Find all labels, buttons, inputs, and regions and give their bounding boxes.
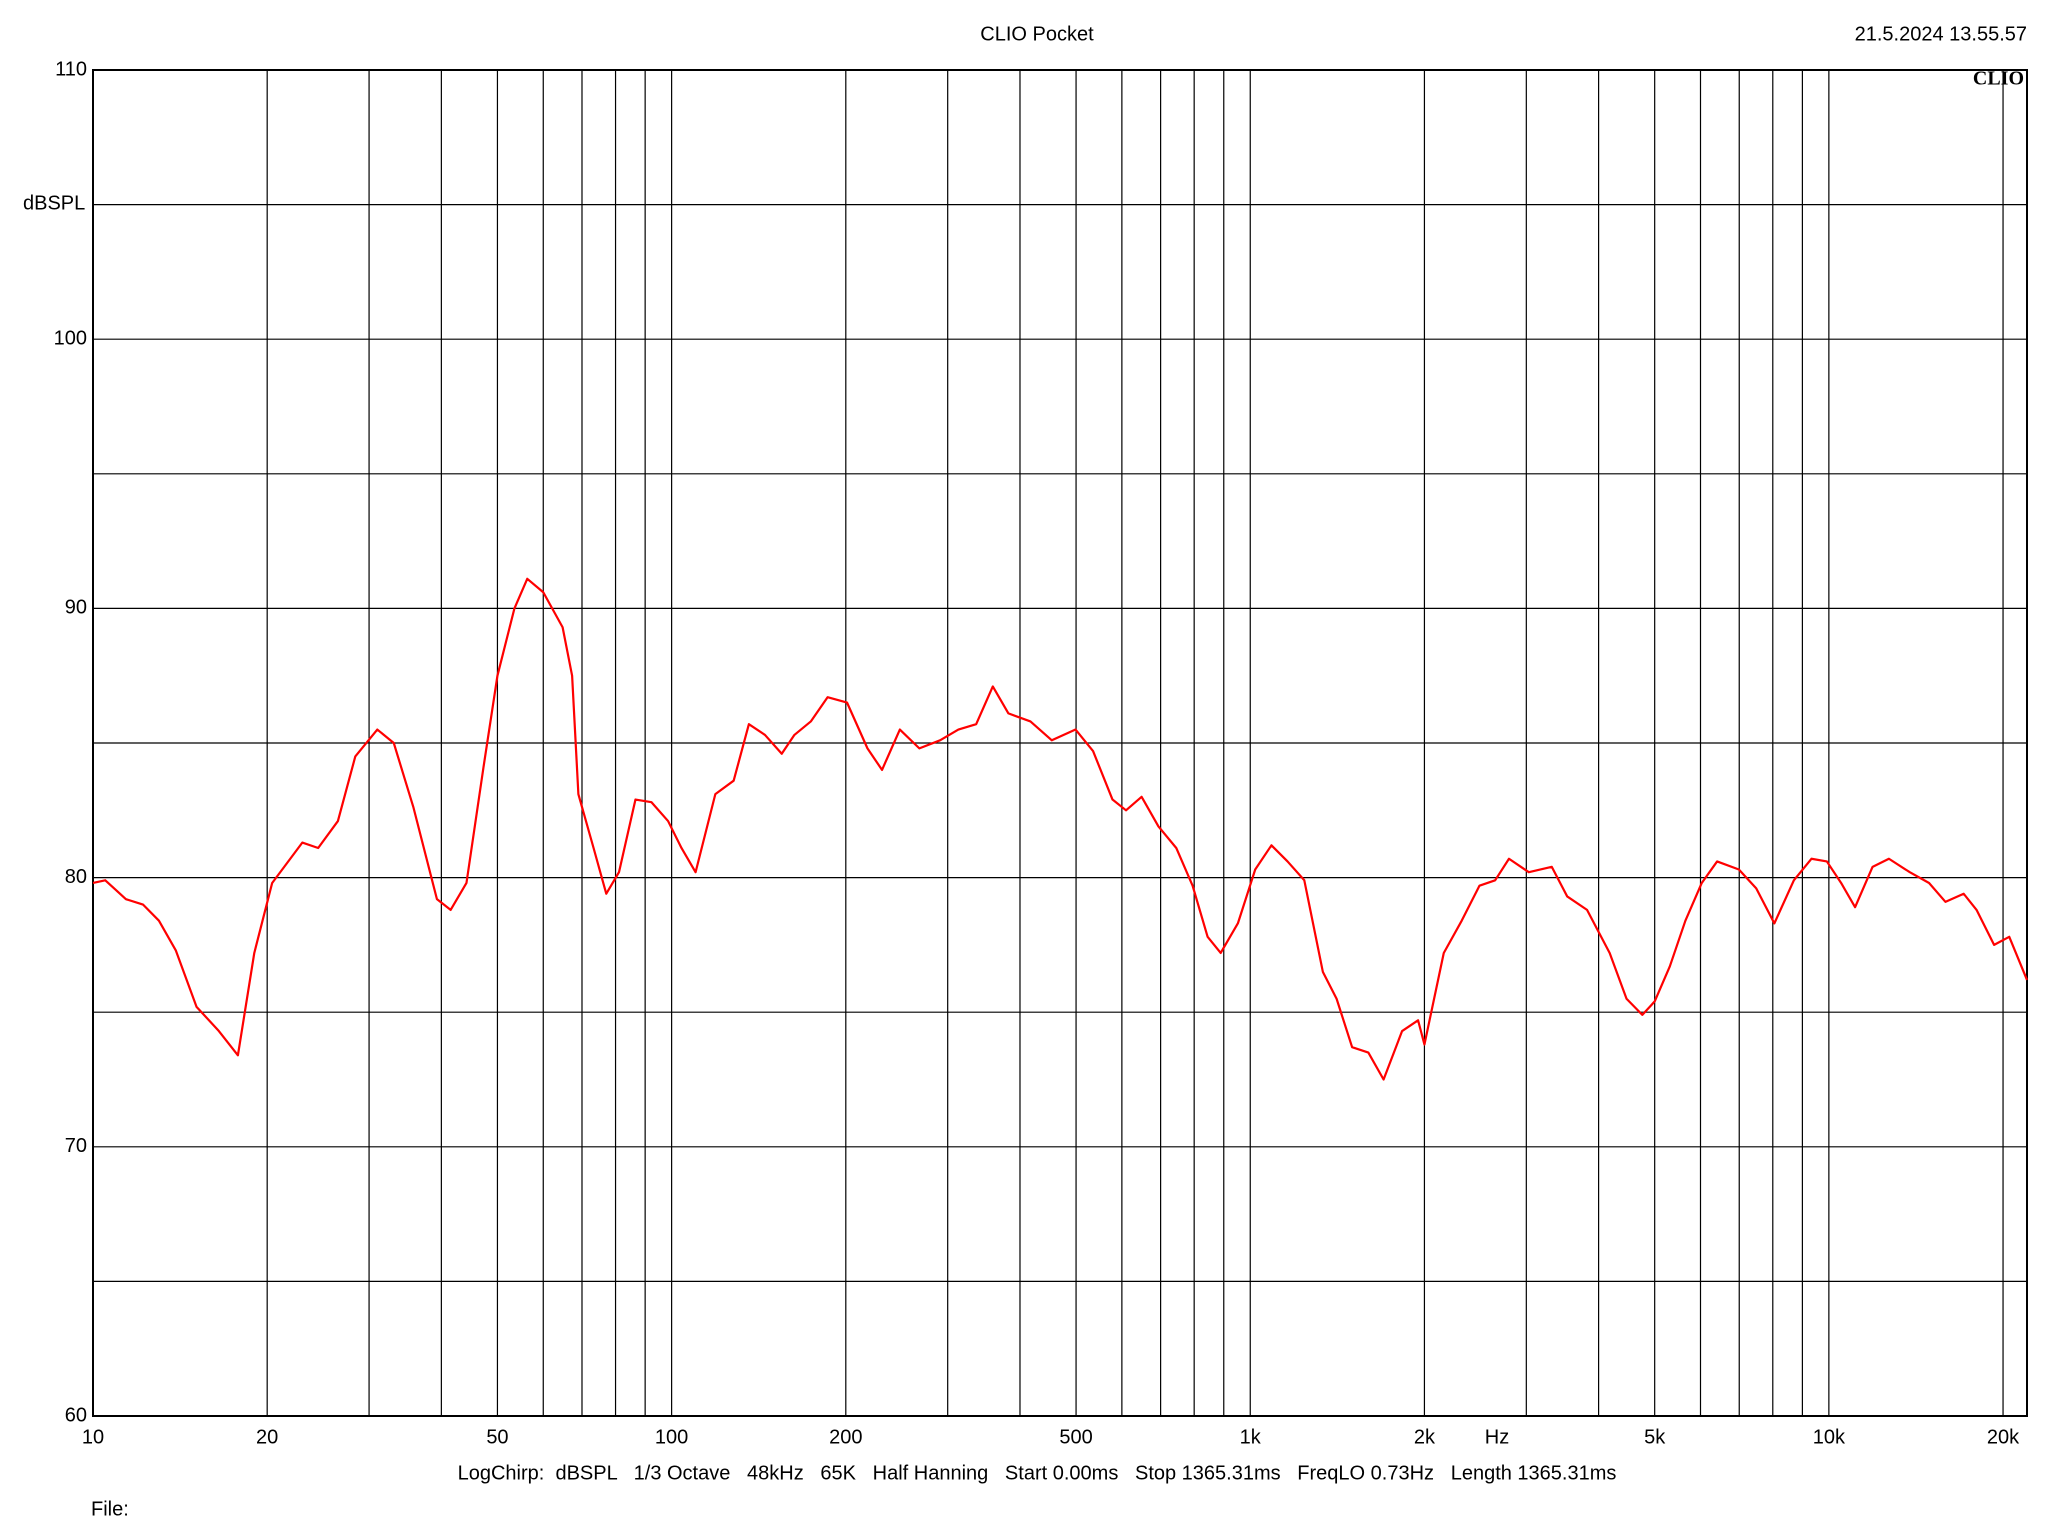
timestamp: 21.5.2024 13.55.57 [1855,23,2027,45]
chart-title: CLIO Pocket [980,23,1094,45]
x-tick-label: 10k [1813,1426,1846,1448]
footer: LogChirp: dBSPL 1/3 Octave 48kHz 65K Hal… [458,1462,1617,1484]
x-tick-label: 20k [1987,1426,2020,1448]
x-tick-label: 20 [256,1426,278,1448]
x-tick-label: 5k [1644,1426,1666,1448]
plot-frame [92,69,2028,1417]
y-tick-label: 90 [65,597,87,619]
y-tick-label: 110 [55,58,87,80]
y-axis-label: dBSPL [23,192,85,214]
y-tick-label: 100 [54,327,87,349]
frequency-response-line [92,577,2029,1081]
x-tick-label: 50 [486,1426,508,1448]
x-tick-label: 1k [1240,1426,1262,1448]
logo: CLIO [1973,68,2024,90]
y-tick-label: 60 [65,1404,87,1426]
x-tick-label: 2k [1414,1426,1436,1448]
y-tick-label: 80 [65,866,87,888]
y-tick-label: 70 [65,1135,87,1157]
x-tick-label: 500 [1059,1426,1092,1448]
x-tick-label: 10 [82,1426,104,1448]
x-tick-label: 100 [655,1426,688,1448]
file-label: File: [91,1498,129,1520]
x-axis-label: Hz [1485,1426,1509,1448]
x-tick-label: 200 [829,1426,862,1448]
